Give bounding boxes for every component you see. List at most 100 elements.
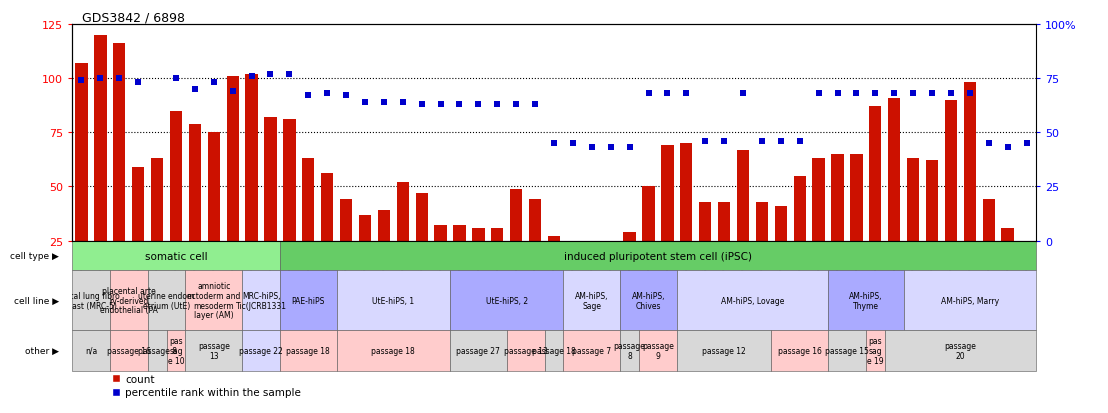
Bar [831,154,843,241]
Bar [869,107,882,241]
Bar [147,271,185,330]
Bar [812,159,824,241]
Bar [643,187,655,241]
Text: passage 18: passage 18 [532,346,576,355]
Bar [110,271,147,330]
Text: AM-hiPS,
Chives: AM-hiPS, Chives [632,291,665,310]
Bar [564,330,620,371]
Text: passage 16: passage 16 [106,346,151,355]
Bar [359,215,371,241]
Text: passage 16: passage 16 [778,346,822,355]
Bar [737,150,749,241]
Bar [185,330,243,371]
Bar [337,330,450,371]
Bar [850,154,862,241]
Text: UtE-hiPS, 2: UtE-hiPS, 2 [485,296,527,305]
Bar [450,330,506,371]
Text: passage
20: passage 20 [944,341,976,360]
Text: placental arte
ry-derived
endothelial (PA: placental arte ry-derived endothelial (P… [100,286,157,315]
Bar [828,330,865,371]
Bar [207,133,219,241]
Text: passage
13: passage 13 [198,341,229,360]
Bar [639,330,677,371]
Text: MRC-hiPS,
Tic(JCRB1331: MRC-hiPS, Tic(JCRB1331 [236,291,287,310]
Bar [828,271,904,330]
Bar [472,228,484,241]
Bar [661,146,674,241]
Bar [147,330,166,371]
Bar [72,271,110,330]
Bar [1020,241,1033,245]
Text: passage 18: passage 18 [371,346,416,355]
Text: passage 8: passage 8 [137,346,176,355]
Bar [265,118,277,241]
Bar [243,271,280,330]
Bar [945,100,957,241]
Text: cell type ▶: cell type ▶ [10,252,59,261]
Bar [72,330,110,371]
Bar [547,237,561,241]
Bar [889,98,901,241]
Bar [624,233,636,241]
Bar [774,206,787,241]
Text: passage 7: passage 7 [572,346,612,355]
Bar [188,124,201,241]
Text: other ▶: other ▶ [24,346,59,355]
Bar [907,159,920,241]
Bar [529,200,541,241]
Bar [166,330,185,371]
Bar [378,211,390,241]
Text: passage 22: passage 22 [239,346,283,355]
Text: passage 13: passage 13 [504,346,547,355]
Bar [280,271,337,330]
Bar [793,176,806,241]
Bar [284,120,296,241]
Bar [132,168,144,241]
Bar [397,183,409,241]
Text: pas
sag
e 19: pas sag e 19 [866,337,884,365]
Bar [620,330,639,371]
Text: cell line ▶: cell line ▶ [13,296,59,305]
Text: n/a: n/a [85,346,98,355]
Bar [904,271,1036,330]
Bar [544,330,564,371]
Bar [506,330,544,371]
Bar [321,174,334,241]
Bar [491,228,503,241]
Bar [885,330,1036,371]
Bar [94,36,106,241]
Text: passage
9: passage 9 [642,341,674,360]
Bar [110,330,147,371]
Text: passage
8: passage 8 [614,341,646,360]
Bar [605,241,617,263]
Bar [170,111,182,241]
Bar [1002,228,1014,241]
Text: amniotic
ectoderm and
mesoderm
layer (AM): amniotic ectoderm and mesoderm layer (AM… [187,282,240,320]
Bar [983,200,995,241]
Text: GDS3842 / 6898: GDS3842 / 6898 [82,12,185,25]
Bar [453,226,465,241]
Text: passage 18: passage 18 [286,346,330,355]
Bar [337,271,450,330]
Text: PAE-hiPS: PAE-hiPS [291,296,325,305]
Bar [771,330,828,371]
Bar [113,44,125,241]
Bar [677,330,771,371]
Text: pas
sag
e 10: pas sag e 10 [167,337,184,365]
Bar [246,74,258,241]
Text: induced pluripotent stem cell (iPSC): induced pluripotent stem cell (iPSC) [564,251,752,261]
Bar [964,83,976,241]
Text: passage 15: passage 15 [825,346,869,355]
Bar [75,64,88,241]
Bar [434,226,447,241]
Bar [620,271,677,330]
Bar [151,159,163,241]
Bar [680,144,692,241]
Bar [416,194,428,241]
Bar [718,202,730,241]
Bar [699,202,711,241]
Text: AM-hiPS, Marry: AM-hiPS, Marry [941,296,999,305]
Bar [340,200,352,241]
Bar [243,330,280,371]
Text: passage 27: passage 27 [456,346,501,355]
